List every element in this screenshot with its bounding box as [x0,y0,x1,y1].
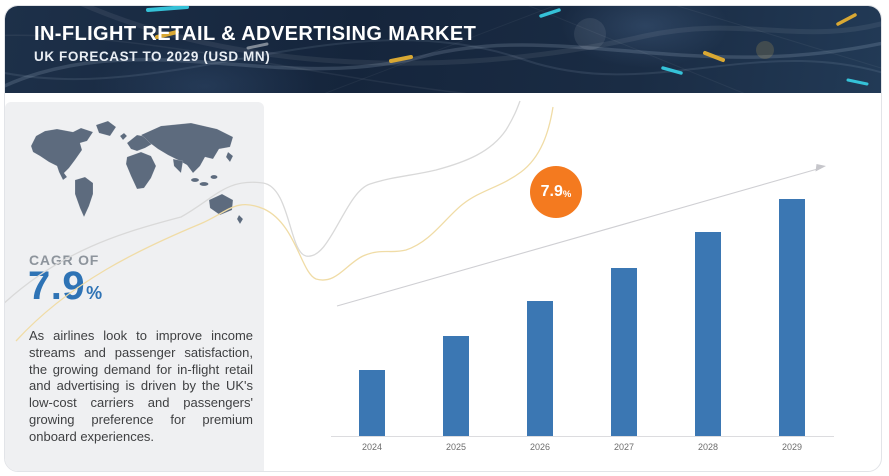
bar-2027 [611,268,637,436]
cagr-number: 7.9 [28,264,86,308]
summary-text: As airlines look to improve income strea… [29,328,253,444]
page-title: IN-FLIGHT RETAIL & ADVERTISING MARKET [34,23,477,45]
badge-number: 7.9 [540,183,563,200]
x-axis-line [331,436,834,437]
header-network-decoration [5,6,881,93]
badge-percent-sign: % [562,188,572,200]
card: IN-FLIGHT RETAIL & ADVERTISING MARKET UK… [4,5,882,472]
x-tick-label-2025: 2025 [445,442,467,452]
x-tick-label-2027: 2027 [613,442,635,452]
cagr-percent-sign: % [86,283,103,303]
x-tick-label-2028: 2028 [697,442,719,452]
x-tick-label-2024: 2024 [361,442,383,452]
bar-2029 [779,199,805,436]
page-subtitle: UK FORECAST TO 2029 (USD MN) [34,49,271,64]
bar-2026 [527,301,553,436]
x-tick-label-2029: 2029 [781,442,803,452]
bar-2024 [359,370,385,436]
growth-rate-badge: 7.9% [530,166,582,218]
x-tick-label-2026: 2026 [529,442,551,452]
header-banner: IN-FLIGHT RETAIL & ADVERTISING MARKET UK… [5,6,881,93]
bar-2025 [443,336,469,436]
cagr-value: 7.9% [28,264,102,309]
bar-2028 [695,232,721,436]
summary-panel: CAGR OF 7.9% As airlines look to improve… [5,102,264,471]
trend-arrow-head [815,164,826,172]
world-map [23,116,251,232]
